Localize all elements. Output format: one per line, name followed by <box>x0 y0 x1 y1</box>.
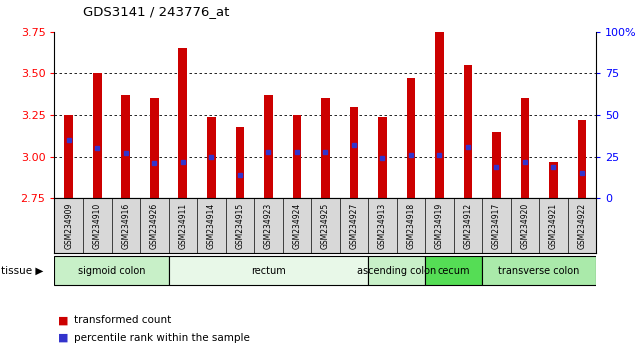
FancyBboxPatch shape <box>169 256 368 285</box>
Bar <box>235 127 244 198</box>
Bar <box>492 132 501 198</box>
Bar <box>150 98 158 198</box>
Bar <box>349 107 358 198</box>
Text: rectum: rectum <box>251 266 286 276</box>
Bar <box>406 79 415 198</box>
Bar <box>435 32 444 198</box>
Bar <box>321 98 329 198</box>
Text: tissue ▶: tissue ▶ <box>1 266 44 276</box>
Text: percentile rank within the sample: percentile rank within the sample <box>74 333 249 343</box>
Bar <box>463 65 472 198</box>
Text: sigmoid colon: sigmoid colon <box>78 266 146 276</box>
Text: GSM234926: GSM234926 <box>150 202 159 249</box>
Bar <box>207 117 215 198</box>
Text: GSM234911: GSM234911 <box>178 202 187 249</box>
Text: GSM234923: GSM234923 <box>264 202 273 249</box>
Bar <box>264 95 272 198</box>
Text: GSM234917: GSM234917 <box>492 202 501 249</box>
Text: ■: ■ <box>58 315 68 325</box>
FancyBboxPatch shape <box>482 256 596 285</box>
Text: transverse colon: transverse colon <box>499 266 580 276</box>
Text: GSM234919: GSM234919 <box>435 202 444 249</box>
FancyBboxPatch shape <box>368 256 425 285</box>
Text: GSM234927: GSM234927 <box>349 202 358 249</box>
Text: ■: ■ <box>58 333 68 343</box>
Text: GSM234924: GSM234924 <box>292 202 301 249</box>
Text: cecum: cecum <box>437 266 470 276</box>
Text: GSM234925: GSM234925 <box>320 202 330 249</box>
Text: transformed count: transformed count <box>74 315 171 325</box>
Bar <box>93 74 101 198</box>
Bar <box>178 48 187 198</box>
Text: GSM234918: GSM234918 <box>406 202 415 249</box>
FancyBboxPatch shape <box>54 256 169 285</box>
Text: GSM234913: GSM234913 <box>378 202 387 249</box>
Text: GSM234916: GSM234916 <box>121 202 130 249</box>
Bar <box>378 117 387 198</box>
Bar <box>520 98 529 198</box>
Bar <box>549 162 558 198</box>
Text: GSM234909: GSM234909 <box>64 202 73 249</box>
Text: GSM234914: GSM234914 <box>207 202 216 249</box>
Text: GSM234922: GSM234922 <box>578 202 587 249</box>
FancyBboxPatch shape <box>425 256 482 285</box>
Text: ascending colon: ascending colon <box>357 266 437 276</box>
Text: GSM234921: GSM234921 <box>549 202 558 249</box>
Text: GSM234920: GSM234920 <box>520 202 529 249</box>
Text: GSM234915: GSM234915 <box>235 202 244 249</box>
Text: GSM234912: GSM234912 <box>463 202 472 249</box>
Bar <box>292 115 301 198</box>
Text: GSM234910: GSM234910 <box>93 202 102 249</box>
Text: GDS3141 / 243776_at: GDS3141 / 243776_at <box>83 5 229 18</box>
Bar <box>122 95 130 198</box>
Bar <box>65 115 73 198</box>
Bar <box>578 120 586 198</box>
